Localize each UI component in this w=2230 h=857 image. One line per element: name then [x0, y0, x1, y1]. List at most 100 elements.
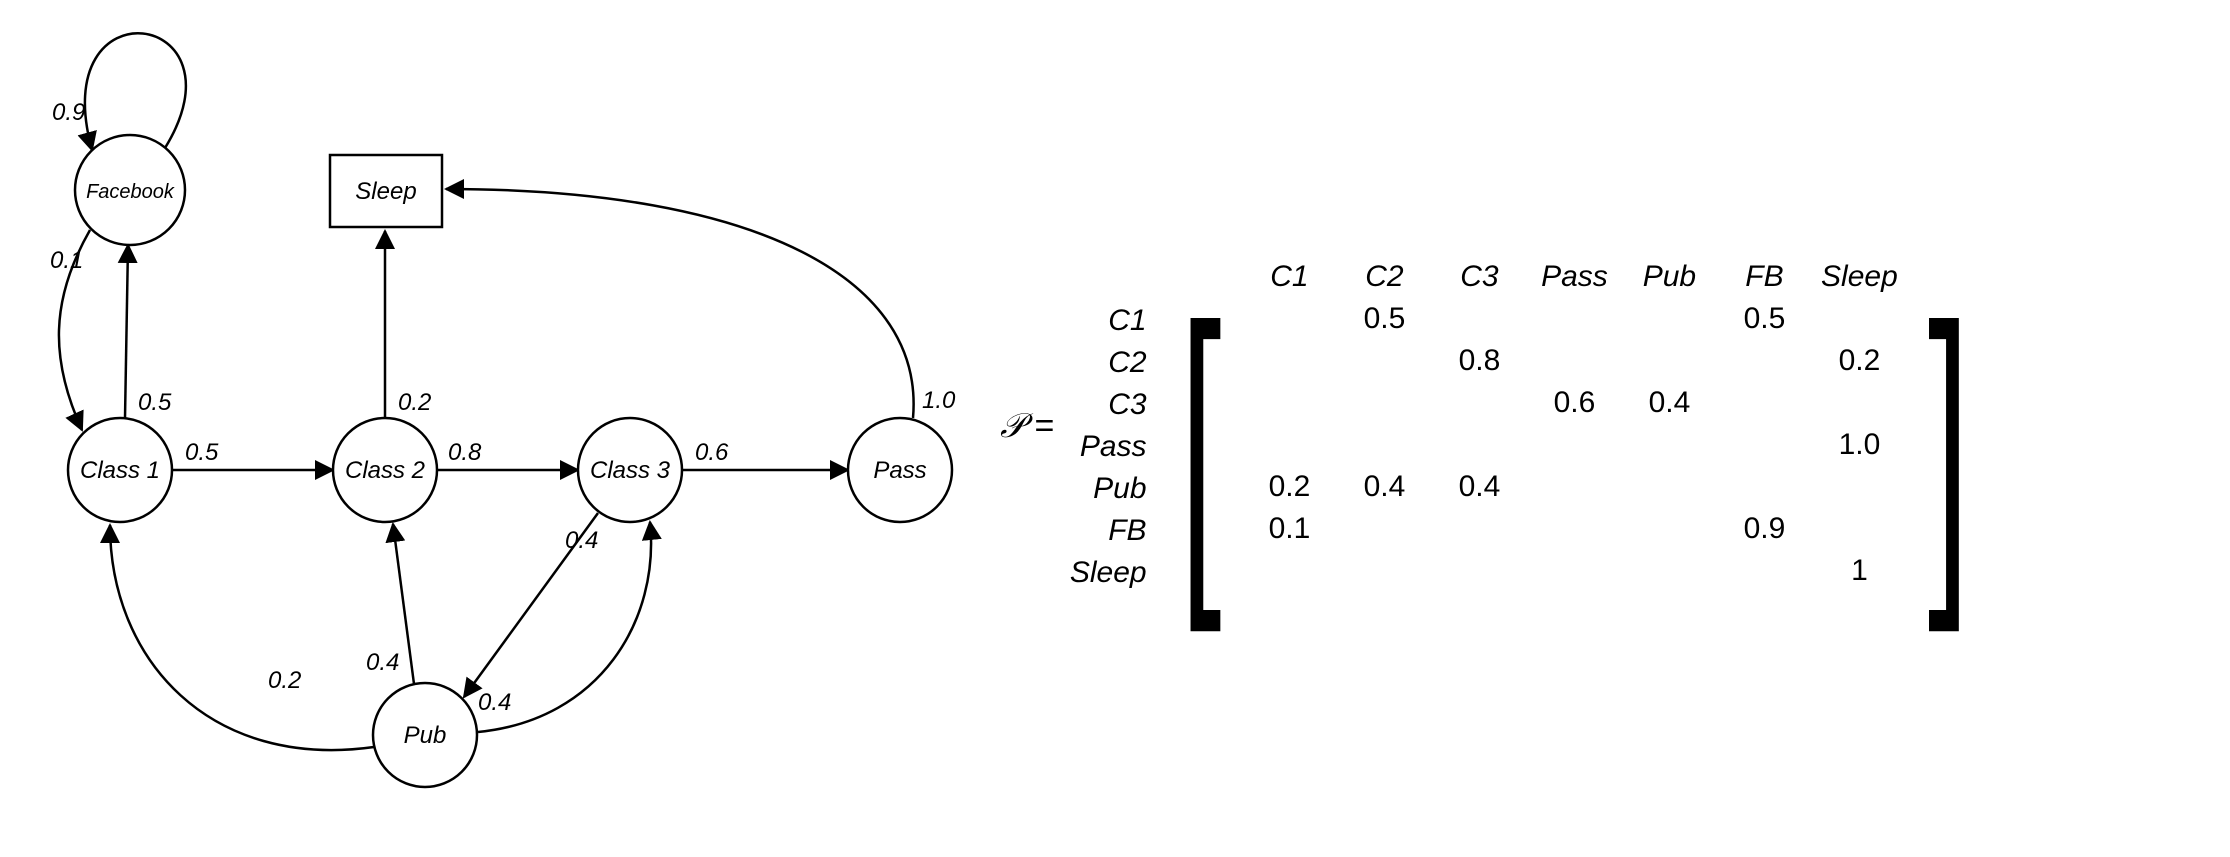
edge-label-class1-fb: 0.5	[138, 389, 172, 416]
matrix-cell: 0.2	[1812, 340, 1907, 382]
matrix-cell	[1432, 298, 1527, 340]
matrix-cell	[1337, 550, 1432, 592]
matrix-body: 0.50.50.80.20.60.41.00.20.40.40.10.91	[1242, 298, 1907, 592]
edge-pass-sleep	[446, 189, 914, 418]
node-label-pub: Pub	[404, 722, 447, 749]
matrix-cell	[1337, 340, 1432, 382]
matrix-cell: 0.4	[1432, 466, 1527, 508]
matrix-cell	[1622, 298, 1717, 340]
matrix-cell: 0.5	[1337, 298, 1432, 340]
transition-matrix: 𝒫 = C1C2C3PassPubFBSleep [ C1C2C3PassPub…	[1000, 0, 2230, 852]
matrix-cell	[1622, 466, 1717, 508]
matrix-cell: 0.8	[1432, 340, 1527, 382]
edge-pub-class1	[110, 525, 374, 750]
matrix-row-header: C3	[1070, 384, 1147, 426]
matrix-col-header: Sleep	[1812, 260, 1907, 294]
matrix-cell	[1812, 298, 1907, 340]
node-label-class1: Class 1	[80, 457, 160, 484]
matrix-col-header: Pass	[1527, 260, 1622, 294]
matrix-bracket-left: [	[1179, 277, 1221, 613]
matrix-row: 0.5 0.5	[1242, 298, 1907, 340]
matrix-col-header: C1	[1242, 260, 1337, 294]
matrix-symbol: 𝒫 =	[1000, 407, 1054, 446]
matrix-cell: 0.6	[1527, 382, 1622, 424]
matrix-cell	[1432, 550, 1527, 592]
node-label-class3: Class 3	[590, 457, 671, 484]
matrix-cell	[1432, 424, 1527, 466]
node-label-class2: Class 2	[345, 457, 425, 484]
edge-label-fb-fb: 0.9	[52, 99, 85, 126]
matrix-cell	[1527, 466, 1622, 508]
matrix-row-header: FB	[1070, 510, 1147, 552]
matrix-cell	[1527, 298, 1622, 340]
markov-chain-diagram: 0.9 0.1 0.5 0.5 0.2 0.8 0.6 0.4	[0, 0, 1000, 852]
matrix-cell	[1432, 508, 1527, 550]
matrix-cell: 0.9	[1717, 508, 1812, 550]
matrix-cell	[1527, 550, 1622, 592]
edge-label-class3-pass: 0.6	[695, 439, 729, 466]
matrix-row-header: C2	[1070, 342, 1147, 384]
matrix-cell: 0.4	[1337, 466, 1432, 508]
edge-label-class1-class2: 0.5	[185, 439, 219, 466]
matrix-row-header: C1	[1070, 300, 1147, 342]
matrix-cell: 1.0	[1812, 424, 1907, 466]
matrix-cell: 0.2	[1242, 466, 1337, 508]
matrix-row: 0.1 0.9	[1242, 508, 1907, 550]
matrix-cell	[1242, 340, 1337, 382]
matrix-cell	[1812, 508, 1907, 550]
matrix-cell: 1	[1812, 550, 1907, 592]
edge-label-pub-class1: 0.2	[268, 667, 301, 694]
matrix-cell	[1242, 298, 1337, 340]
node-label-facebook: Facebook	[86, 181, 175, 203]
matrix-row-header: Sleep	[1070, 552, 1147, 594]
matrix-col-header: C2	[1337, 260, 1432, 294]
matrix-cell	[1622, 424, 1717, 466]
edge-label-pub-class2: 0.4	[366, 649, 399, 676]
edge-class1-fb	[125, 245, 128, 418]
matrix-row-header: Pub	[1070, 468, 1147, 510]
edge-fb-fb	[85, 33, 186, 150]
edge-label-pub-class3: 0.4	[478, 689, 511, 716]
matrix-cell	[1242, 550, 1337, 592]
edge-label-class2-class3: 0.8	[448, 439, 482, 466]
matrix-cell	[1717, 550, 1812, 592]
matrix-row-labels: C1C2C3PassPubFBSleep	[1070, 300, 1147, 594]
matrix-cell	[1622, 550, 1717, 592]
matrix-col-header: Pub	[1622, 260, 1717, 294]
matrix-cell	[1717, 340, 1812, 382]
matrix-row: 0.8 0.2	[1242, 340, 1907, 382]
edge-label-class3-pub: 0.4	[565, 527, 598, 554]
matrix-bracket-right: ]	[1928, 277, 1970, 613]
matrix-cell: 0.5	[1717, 298, 1812, 340]
edge-label-fb-class1: 0.1	[50, 247, 83, 274]
matrix-cell	[1242, 382, 1337, 424]
node-label-pass: Pass	[873, 457, 926, 484]
matrix-cell	[1337, 508, 1432, 550]
matrix-cell	[1527, 424, 1622, 466]
matrix-row: 0.60.4	[1242, 382, 1907, 424]
matrix-cell: 0.4	[1622, 382, 1717, 424]
node-label-sleep: Sleep	[355, 178, 416, 205]
matrix-cell	[1337, 424, 1432, 466]
matrix-cell: 0.1	[1242, 508, 1337, 550]
matrix-cell	[1812, 382, 1907, 424]
matrix-col-header: FB	[1717, 260, 1812, 294]
matrix-cell	[1527, 340, 1622, 382]
matrix-cell	[1432, 382, 1527, 424]
matrix-col-header: C3	[1432, 260, 1527, 294]
matrix-cell	[1242, 424, 1337, 466]
matrix-cell	[1622, 508, 1717, 550]
matrix-cell	[1812, 466, 1907, 508]
matrix-cell	[1337, 382, 1432, 424]
matrix-row: 1.0	[1242, 424, 1907, 466]
matrix-cell	[1717, 424, 1812, 466]
matrix-cell	[1527, 508, 1622, 550]
matrix-col-labels: C1C2C3PassPubFBSleep	[1242, 260, 1907, 294]
matrix-row: 1	[1242, 550, 1907, 592]
matrix-cell	[1622, 340, 1717, 382]
matrix-cell	[1717, 382, 1812, 424]
edge-label-class2-sleep: 0.2	[398, 389, 431, 416]
matrix-row-header: Pass	[1070, 426, 1147, 468]
matrix-cell	[1717, 466, 1812, 508]
matrix-row: 0.20.40.4	[1242, 466, 1907, 508]
